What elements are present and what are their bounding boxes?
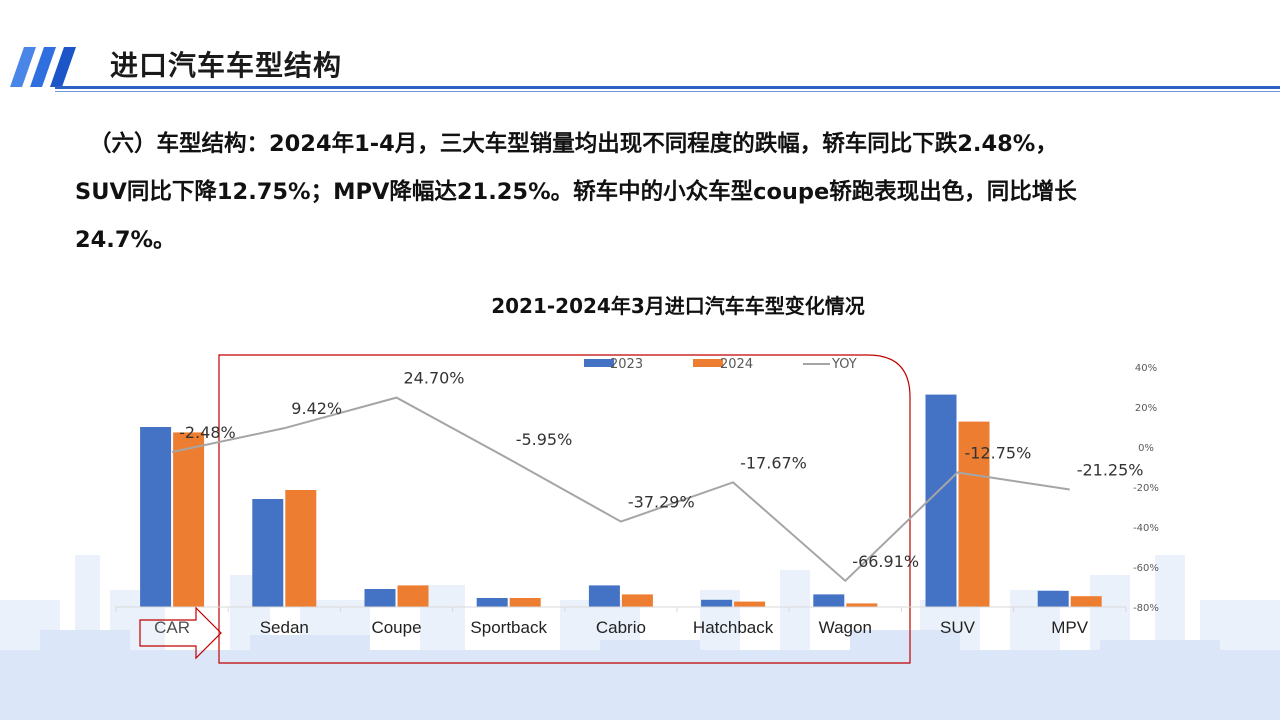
right-axis-tick-label: -20% <box>1133 483 1159 494</box>
yoy-line <box>171 396 1070 583</box>
yoy-data-label: -12.75% <box>965 444 1032 463</box>
bar-2023-cabrio <box>588 585 620 607</box>
category-label-cabrio: Cabrio <box>596 618 646 637</box>
header-divider <box>55 86 1280 89</box>
bar-2023-car <box>140 427 172 607</box>
summary-line-3: 24.7%。 <box>75 227 176 253</box>
chart-title: 2021-2024年3月进口汽车车型变化情况 <box>491 294 865 318</box>
legend-label-2024: 2024 <box>720 357 753 372</box>
yoy-data-label: -37.29% <box>628 493 695 512</box>
right-axis-tick-label: 0% <box>1138 443 1154 454</box>
right-axis-tick-label: 40% <box>1135 363 1157 374</box>
category-label-suv: SUV <box>940 618 976 637</box>
yoy-data-label: -21.25% <box>1077 461 1144 480</box>
legend-label-yoy: YOY <box>831 357 857 372</box>
yoy-data-label: 24.70% <box>404 369 465 388</box>
category-label-hatchback: Hatchback <box>693 618 774 637</box>
bar-2024-sedan <box>285 490 317 607</box>
bar-2023-sportback <box>476 598 508 607</box>
slide-header: 进口汽车车型结构 <box>0 0 1280 100</box>
yoy-data-label: -66.91% <box>852 552 919 571</box>
right-axis-tick-label: -40% <box>1133 523 1159 534</box>
bar-2024-mpv <box>1070 596 1102 607</box>
bar-2024-hatchback <box>734 601 766 607</box>
legend-swatch-2024 <box>693 359 723 367</box>
category-label-coupe: Coupe <box>371 618 421 637</box>
yoy-data-label: -17.67% <box>740 453 807 472</box>
right-axis-tick-label: 20% <box>1135 403 1157 414</box>
bar-2024-car <box>173 432 205 607</box>
bar-2024-coupe <box>397 585 429 607</box>
category-label-car: CAR <box>154 618 190 637</box>
bar-2024-cabrio <box>621 594 653 607</box>
category-label-sedan: Sedan <box>260 618 309 637</box>
bar-2023-hatchback <box>701 599 733 607</box>
summary-line-2: SUV同比下降12.75%；MPV降幅达21.25%。轿车中的小众车型coupe… <box>75 179 1077 205</box>
bar-2024-sportback <box>509 598 541 607</box>
bar-2023-suv <box>925 394 957 607</box>
bar-2023-coupe <box>364 589 396 607</box>
yoy-data-label: -5.95% <box>516 430 573 449</box>
right-axis-tick-label: -80% <box>1133 603 1159 614</box>
legend-label-2023: 2023 <box>610 357 643 372</box>
category-label-mpv: MPV <box>1051 618 1089 637</box>
category-label-wagon: Wagon <box>819 618 872 637</box>
category-label-sportback: Sportback <box>470 618 547 637</box>
bar-2023-mpv <box>1037 590 1069 607</box>
yoy-data-label: -2.48% <box>179 423 236 442</box>
page-title: 进口汽车车型结构 <box>110 49 343 82</box>
bar-2024-suv <box>958 421 990 607</box>
legend-swatch-2023 <box>584 359 614 367</box>
highlight-box <box>218 354 911 664</box>
summary-line-1: （六）车型结构：2024年1-4月，三大车型销量均出现不同程度的跌幅，轿车同比下… <box>89 131 1058 157</box>
bar-2023-wagon <box>813 594 845 607</box>
title-stripes-decoration <box>10 47 76 87</box>
bar-2024-wagon <box>846 603 878 607</box>
bar-2023-sedan <box>252 499 284 607</box>
yoy-data-label: 9.42% <box>291 399 342 418</box>
right-axis-tick-label: -60% <box>1133 563 1159 574</box>
arrow-right-icon <box>139 606 222 660</box>
header-divider-thin <box>55 91 1280 92</box>
summary-paragraph: （六）车型结构：2024年1-4月，三大车型销量均出现不同程度的跌幅，轿车同比下… <box>75 120 1245 264</box>
